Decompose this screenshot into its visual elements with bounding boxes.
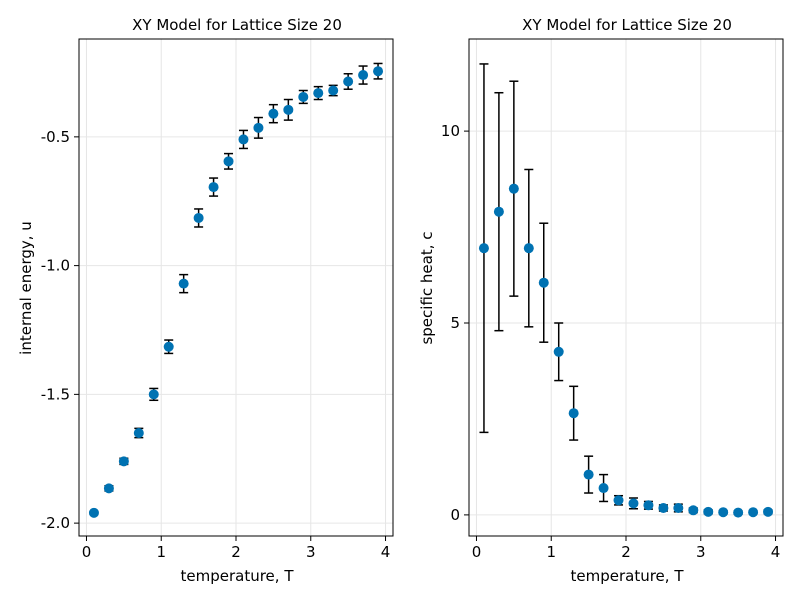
left-data-point xyxy=(283,104,294,115)
right-y-tick-label: 5 xyxy=(450,314,460,332)
left-grid xyxy=(79,39,393,536)
right-data-point xyxy=(568,408,579,419)
right-data-point xyxy=(523,243,534,254)
right-data-point xyxy=(478,243,489,254)
specific-heat-panel: XY Model for Lattice Size 20 temperature… xyxy=(418,16,784,585)
right-data-point xyxy=(583,469,594,480)
right-data-point xyxy=(628,498,639,509)
left-data-point xyxy=(103,483,114,494)
left-data-point xyxy=(343,76,354,87)
left-data-point xyxy=(193,212,204,223)
right-data-point xyxy=(733,507,744,518)
left-data-point xyxy=(328,85,339,96)
left-data-point xyxy=(88,507,99,518)
right-data-point xyxy=(703,506,714,517)
right-axis-ticks: 0 1 2 3 4 0 5 10 xyxy=(441,122,780,561)
left-y-tick-label: -0.5 xyxy=(41,128,70,146)
right-plot-frame xyxy=(468,38,784,537)
left-x-tick-label: 0 xyxy=(82,543,92,561)
right-x-tick-label: 3 xyxy=(696,543,706,561)
left-x-tick-label: 1 xyxy=(156,543,166,561)
left-data-point xyxy=(223,156,234,167)
right-data-point xyxy=(718,507,729,518)
internal-energy-panel: XY Model for Lattice Size 20 temperature… xyxy=(17,16,394,585)
left-data-point xyxy=(358,70,369,81)
left-chart-title: XY Model for Lattice Size 20 xyxy=(132,16,342,34)
right-data-point xyxy=(553,346,564,357)
right-data-marks xyxy=(478,63,774,518)
right-data-point xyxy=(763,506,774,517)
left-y-tick-label: -2.0 xyxy=(41,514,70,532)
right-data-point xyxy=(673,502,684,513)
right-data-point xyxy=(508,183,519,194)
left-y-tick-label: -1.5 xyxy=(41,385,70,403)
right-data-point xyxy=(538,277,549,288)
right-data-point xyxy=(643,500,654,511)
right-data-point xyxy=(748,507,759,518)
left-x-axis-label: temperature, T xyxy=(181,567,295,585)
right-x-axis-label: temperature, T xyxy=(571,567,685,585)
left-data-point xyxy=(178,278,189,289)
left-axis-ticks: 0 1 2 3 4 -2.0 -1.5 -1.0 -0.5 xyxy=(41,128,391,561)
right-data-point xyxy=(493,206,504,217)
left-x-tick-label: 3 xyxy=(306,543,316,561)
left-data-point xyxy=(238,134,249,145)
left-y-tick-label: -1.0 xyxy=(41,257,70,275)
right-data-point xyxy=(658,502,669,513)
right-chart-title: XY Model for Lattice Size 20 xyxy=(522,16,732,34)
right-x-tick-label: 4 xyxy=(771,543,781,561)
right-x-tick-label: 0 xyxy=(472,543,482,561)
left-data-point xyxy=(298,91,309,102)
right-data-point xyxy=(688,505,699,516)
left-data-marks xyxy=(88,62,384,518)
right-y-axis-label: specific heat, c xyxy=(418,231,436,344)
right-data-point xyxy=(598,483,609,494)
right-x-tick-label: 1 xyxy=(546,543,556,561)
left-x-tick-label: 2 xyxy=(231,543,241,561)
right-y-tick-label: 0 xyxy=(450,506,460,524)
right-grid xyxy=(469,39,783,536)
left-data-point xyxy=(208,182,219,193)
right-data-point xyxy=(613,495,624,506)
left-data-point xyxy=(313,88,324,99)
left-data-point xyxy=(148,389,159,400)
left-data-point xyxy=(163,341,174,352)
left-x-tick-label: 4 xyxy=(381,543,391,561)
left-data-point xyxy=(133,427,144,438)
right-y-tick-label: 10 xyxy=(441,122,460,140)
left-y-axis-label: internal energy, u xyxy=(17,221,35,355)
left-data-point xyxy=(253,122,264,133)
left-data-point xyxy=(268,108,279,119)
left-plot-frame xyxy=(78,38,394,537)
right-x-tick-label: 2 xyxy=(621,543,631,561)
left-data-point xyxy=(373,66,384,77)
left-data-point xyxy=(118,456,129,467)
